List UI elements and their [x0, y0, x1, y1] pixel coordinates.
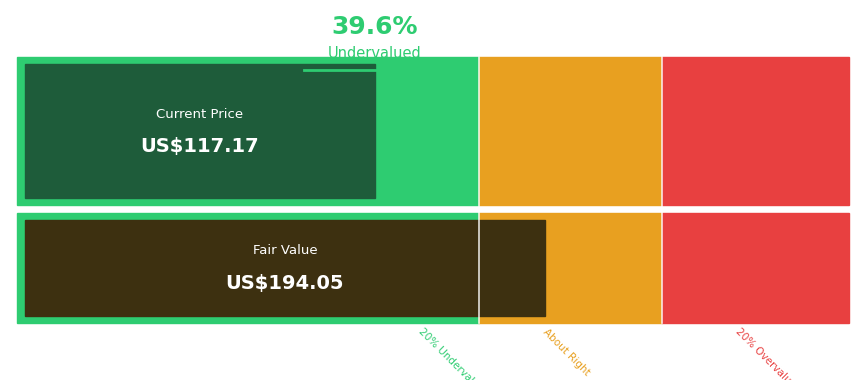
Text: Fair Value: Fair Value — [252, 244, 317, 257]
Text: US$117.17: US$117.17 — [140, 137, 259, 156]
Text: 20% Overvalued: 20% Overvalued — [732, 327, 800, 380]
Bar — [661, 57, 848, 205]
Bar — [478, 213, 661, 323]
Text: Undervalued: Undervalued — [327, 46, 421, 60]
Bar — [17, 213, 478, 323]
Text: About Right: About Right — [540, 327, 591, 377]
Text: US$194.05: US$194.05 — [225, 274, 343, 293]
Bar — [17, 57, 478, 205]
Bar — [478, 57, 661, 205]
Bar — [25, 64, 374, 198]
Bar — [25, 220, 544, 316]
Text: 20% Undervalued: 20% Undervalued — [416, 327, 488, 380]
Text: 39.6%: 39.6% — [331, 15, 417, 39]
Text: Current Price: Current Price — [156, 108, 243, 120]
Bar — [661, 213, 848, 323]
